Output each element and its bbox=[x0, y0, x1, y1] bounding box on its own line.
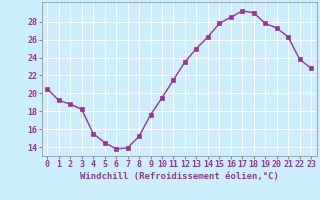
X-axis label: Windchill (Refroidissement éolien,°C): Windchill (Refroidissement éolien,°C) bbox=[80, 172, 279, 181]
